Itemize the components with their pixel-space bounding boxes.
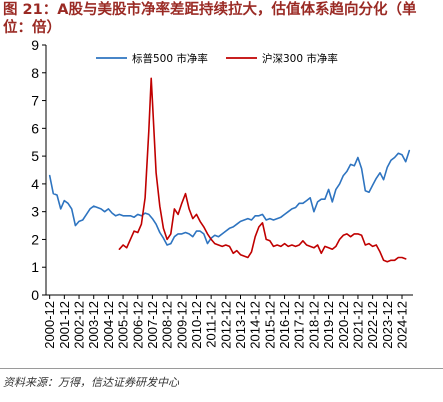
csi300-pb-line <box>118 77 407 263</box>
x-tick-label: 2011-12 <box>204 301 219 348</box>
x-tick-label: 2022-12 <box>365 301 380 349</box>
y-tick-label: 1 <box>31 259 39 275</box>
x-tick-label: 2004-12 <box>101 301 116 349</box>
x-tick-label: 2007-12 <box>145 301 160 349</box>
source-divider <box>0 368 443 369</box>
legend-label: 沪深300 市净率 <box>262 52 338 65</box>
axes <box>45 45 413 296</box>
y-tick-label: 6 <box>31 120 39 136</box>
x-tick-label: 2001-12 <box>57 301 72 349</box>
x-tick-label: 2005-12 <box>116 301 131 349</box>
x-tick-label: 2021-12 <box>350 301 365 349</box>
x-tick-label: 2000-12 <box>42 301 57 349</box>
x-tick-label: 2012-12 <box>218 301 233 349</box>
x-tick-label: 2010-12 <box>189 301 204 349</box>
y-tick-label: 8 <box>31 65 39 81</box>
y-tick-label: 9 <box>31 37 39 53</box>
x-tick-label: 2024-12 <box>395 301 410 349</box>
x-axis-ticks: 2000-12 2001-12 2002-12 2003-12 2004-12 2005-… <box>42 295 410 349</box>
x-tick-label: 2014-12 <box>248 301 263 349</box>
x-tick-label: 2013-12 <box>233 301 248 349</box>
figure-title: 图 21：A股与美股市净率差距持续拉大，估值体系趋向分化（单位：倍） <box>3 2 417 36</box>
source-note: 资料来源：万得，信达证券研发中心 <box>3 376 179 389</box>
x-tick-label: 2020-12 <box>336 301 351 349</box>
sp500-pb-line <box>48 149 411 246</box>
series-lines <box>48 77 411 263</box>
legend-label: 标普500 市净率 <box>132 52 208 65</box>
x-tick-label: 2003-12 <box>86 301 101 349</box>
legend: 标普500 市净率 沪深300 市净率 <box>96 52 338 65</box>
x-tick-label: 2019-12 <box>321 301 336 349</box>
y-tick-label: 5 <box>31 148 39 164</box>
y-tick-label: 4 <box>31 176 39 192</box>
x-tick-label: 2015-12 <box>262 301 277 349</box>
y-tick-label: 7 <box>31 93 39 109</box>
x-tick-label: 2002-12 <box>72 301 87 349</box>
y-tick-label: 3 <box>31 204 39 220</box>
legend-item: 标普500 市净率 <box>96 52 208 65</box>
x-tick-label: 2018-12 <box>306 301 321 349</box>
x-tick-label: 2017-12 <box>292 301 307 349</box>
x-tick-label: 2016-12 <box>277 301 292 349</box>
x-tick-label: 2023-12 <box>380 301 395 349</box>
x-tick-label: 2006-12 <box>130 301 145 349</box>
x-tick-label: 2008-12 <box>160 301 175 349</box>
y-tick-label: 2 <box>31 231 39 247</box>
y-axis-ticks: 0 1 2 3 4 5 6 7 8 9 <box>31 37 46 303</box>
y-tick-label: 0 <box>31 287 39 303</box>
legend-item: 沪深300 市净率 <box>226 52 338 65</box>
x-tick-label: 2009-12 <box>174 301 189 349</box>
